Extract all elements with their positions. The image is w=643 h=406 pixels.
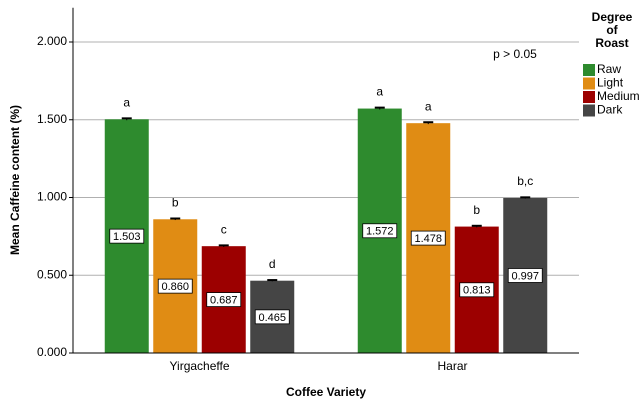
legend-label: Light (597, 76, 624, 90)
value-label: 0.687 (210, 294, 238, 306)
annotation: p > 0.05 (493, 47, 537, 61)
y-axis-label: Mean Caffeine content (%) (8, 105, 22, 255)
y-tick-label: 1.500 (37, 112, 67, 126)
legend-title: of (606, 23, 618, 37)
significance-letter: a (123, 95, 130, 109)
value-label-box (206, 292, 242, 307)
value-label-box (459, 282, 495, 298)
value-label-box (254, 309, 290, 325)
legend-swatch (583, 91, 595, 103)
y-tick-label: 2.000 (37, 34, 67, 48)
legend-label: Medium (597, 89, 640, 103)
y-tick-label: 0.500 (37, 267, 67, 281)
value-label: 1.572 (366, 226, 394, 238)
value-label: 0.465 (258, 312, 286, 324)
x-tick-label: Yirgacheffe (169, 359, 229, 373)
significance-letter: c (221, 222, 227, 236)
significance-letter: b (172, 195, 179, 209)
significance-letter: d (269, 257, 276, 271)
legend-swatch (583, 104, 595, 117)
value-label: 1.503 (113, 231, 141, 243)
value-label: 0.813 (463, 285, 491, 297)
value-label-box (157, 278, 193, 294)
y-tick-label: 1.000 (37, 190, 67, 204)
legend-title: Roast (595, 36, 628, 50)
value-label-box (362, 223, 398, 239)
significance-letter: a (425, 99, 432, 113)
value-label: 0.860 (161, 281, 189, 293)
value-label: 0.997 (511, 270, 539, 282)
significance-letter: b (473, 203, 480, 217)
value-label: 1.478 (414, 233, 442, 245)
x-axis-label: Coffee Variety (286, 385, 366, 399)
value-label-box (507, 268, 543, 283)
value-label-box (410, 230, 446, 246)
value-label-box (109, 228, 145, 244)
legend-label: Dark (597, 103, 623, 117)
legend-swatch (583, 77, 595, 90)
legend-title: Degree (592, 10, 633, 24)
significance-letter: b,c (517, 174, 533, 188)
significance-letter: a (376, 85, 383, 99)
y-tick-label: 0.000 (37, 345, 67, 359)
x-tick-label: Harar (437, 359, 467, 373)
legend-label: Raw (597, 62, 621, 76)
legend-swatch (583, 64, 595, 76)
